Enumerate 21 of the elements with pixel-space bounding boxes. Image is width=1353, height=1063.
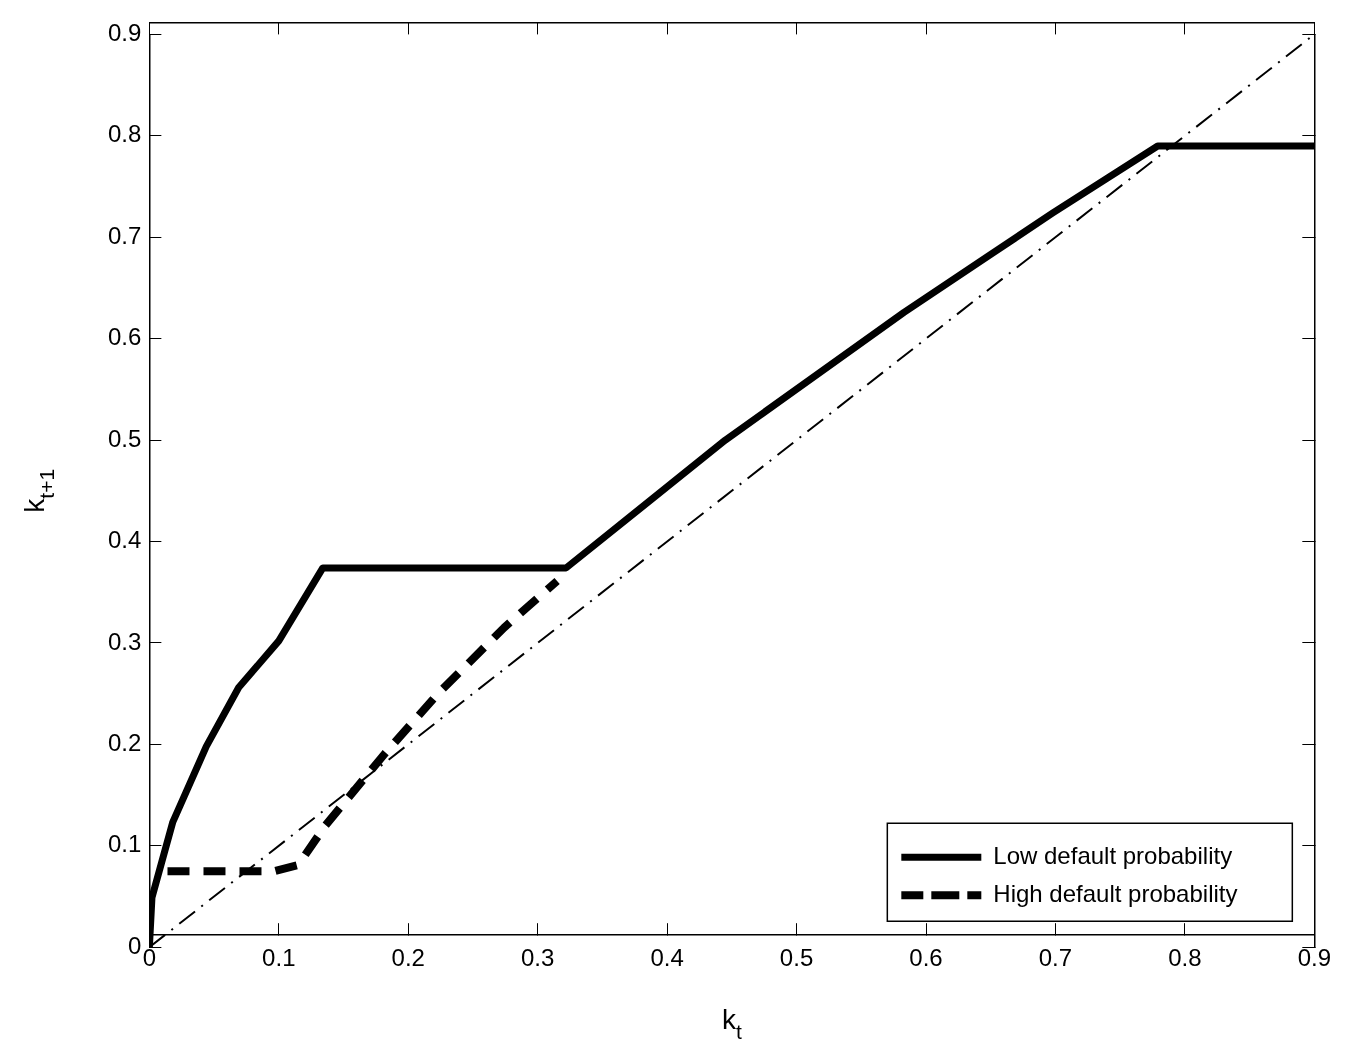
y-tick-label: 0.3 xyxy=(107,627,142,655)
y-tick-label: 0.2 xyxy=(107,728,142,756)
x-tick-label: 0.2 xyxy=(391,944,425,972)
x-tick-label: 0.4 xyxy=(650,944,684,972)
x-tick-label: 0.6 xyxy=(909,944,943,972)
y-tick-label: 0.9 xyxy=(107,19,142,47)
y-tick-label: 0.7 xyxy=(107,221,142,249)
x-tick-label: 0.7 xyxy=(1038,944,1073,972)
legend-label: High default probability xyxy=(993,879,1238,907)
y-tick-label: 0.6 xyxy=(107,323,142,351)
y-axis-title: kt+1 xyxy=(19,468,59,513)
y-tick-label: 0.1 xyxy=(107,830,142,858)
x-tick-label: 0.9 xyxy=(1297,944,1332,972)
x-tick-label: 0.5 xyxy=(779,944,814,972)
y-tick-label: 0.5 xyxy=(107,424,142,452)
y-tick-label: 0.8 xyxy=(107,120,142,148)
x-tick-label: 0.1 xyxy=(262,944,296,972)
legend-label: Low default probability xyxy=(993,841,1233,869)
y-tick-label: 0.4 xyxy=(107,526,142,554)
x-tick-label: 0.3 xyxy=(520,944,555,972)
x-tick-label: 0.8 xyxy=(1168,944,1202,972)
